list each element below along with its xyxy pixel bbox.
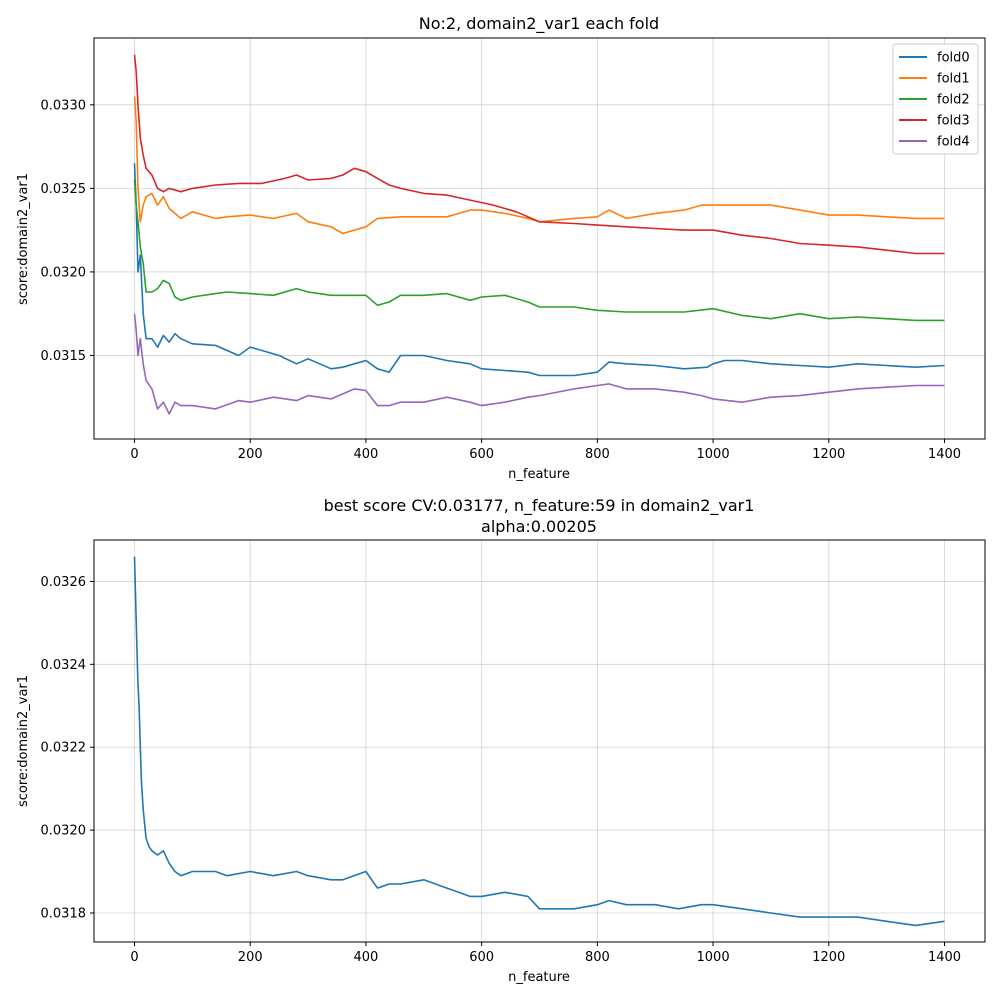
series-line-fold1 [133,96,945,235]
y-tick-label: 0.0320 [41,824,87,839]
series-line-fold4 [133,313,945,415]
x-tick-label: 400 [354,447,379,462]
y-ticks: 0.0315 0.0320 0.0325 0.0330 [41,98,94,364]
legend-label: fold1 [937,72,970,87]
series-lines [133,556,945,927]
y-tick-label: 0.0320 [41,265,87,280]
x-tick-label: 1000 [697,447,730,462]
x-tick-label: 800 [585,950,610,965]
chart-subtitle: alpha:0.00205 [481,517,597,536]
y-axis-label: score:domain2_var1 [16,675,31,807]
x-tick-label: 1200 [812,447,845,462]
series-line-fold2 [133,179,945,322]
x-axis-label: n_feature [508,970,570,985]
series-lines [133,54,945,415]
x-tick-label: 200 [238,950,263,965]
x-tick-label: 600 [469,447,494,462]
x-tick-label: 1400 [928,447,961,462]
grid [94,540,985,942]
x-ticks: 0 200 400 600 800 1000 1200 1400 [130,439,961,462]
y-tick-label: 0.0330 [41,98,87,113]
legend-label: fold2 [937,93,970,108]
y-tick-label: 0.0315 [41,349,87,364]
chart-fold-scores: No:2, domain2_var1 each fold 0 200 400 600 8… [16,14,986,482]
y-tick-label: 0.0326 [41,575,87,590]
chart-title: No:2, domain2_var1 each fold [419,14,659,34]
legend: fold0 fold1 fold2 fold3 fold4 [892,43,979,155]
x-tick-label: 0 [130,950,138,965]
chart-title: best score CV:0.03177, n_feature:59 in d… [324,496,755,516]
x-tick-label: 400 [354,950,379,965]
x-tick-label: 200 [238,447,263,462]
grid [94,38,985,439]
series-line-series-0 [133,556,945,927]
x-tick-label: 1400 [928,950,961,965]
x-tick-label: 0 [130,447,138,462]
series-line-fold3 [133,54,945,255]
legend-label: fold0 [937,51,970,66]
y-ticks: 0.0318 0.0320 0.0322 0.0324 0.0326 [41,575,94,921]
plot-frame [93,539,986,943]
y-tick-label: 0.0324 [41,658,87,673]
plot-frame [93,37,986,440]
x-tick-label: 600 [469,950,494,965]
series-line-fold0 [133,163,945,377]
x-ticks: 0 200 400 600 800 1000 1200 1400 [130,942,961,965]
y-tick-label: 0.0325 [41,182,87,197]
legend-box [892,43,979,155]
x-axis-label: n_feature [508,467,570,482]
x-tick-label: 1200 [812,950,845,965]
legend-label: fold4 [937,135,970,150]
legend-label: fold3 [937,114,970,129]
x-tick-label: 800 [585,447,610,462]
y-tick-label: 0.0322 [41,741,87,756]
x-tick-label: 1000 [697,950,730,965]
y-tick-label: 0.0318 [41,906,87,921]
chart-best-score: best score CV:0.03177, n_feature:59 in d… [16,496,986,985]
y-axis-label: score:domain2_var1 [16,173,31,305]
